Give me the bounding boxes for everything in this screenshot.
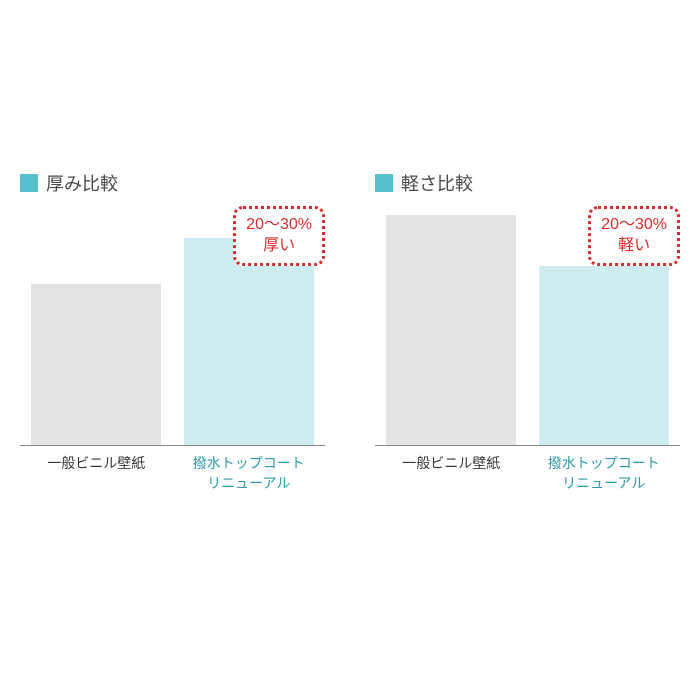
bar-slot-product: 20〜30% 軽い	[528, 216, 681, 445]
xaxis-label-product: 撥水トップコート リニューアル	[173, 454, 326, 493]
bar-product	[539, 266, 669, 445]
chart-lightness: 軽さ比較 20〜30% 軽い 一般ビニル壁紙 撥水トップコート リニューアル	[375, 170, 680, 493]
square-bullet-icon	[375, 174, 393, 192]
chart-title-row: 厚み比較	[20, 170, 325, 196]
xaxis-label-general: 一般ビニル壁紙	[20, 454, 173, 493]
chart-thickness: 厚み比較 20〜30% 厚い 一般ビニル壁紙 撥水トップコート リニューアル	[20, 170, 325, 493]
bar-slot-general	[375, 216, 528, 445]
xaxis: 一般ビニル壁紙 撥水トップコート リニューアル	[20, 454, 325, 493]
bar-product	[184, 238, 314, 445]
square-bullet-icon	[20, 174, 38, 192]
bar-slot-general	[20, 216, 173, 445]
xaxis-label-general: 一般ビニル壁紙	[375, 454, 528, 493]
chart-title-row: 軽さ比較	[375, 170, 680, 196]
chart-area: 20〜30% 軽い	[375, 216, 680, 446]
chart-area: 20〜30% 厚い	[20, 216, 325, 446]
xaxis-label-product: 撥水トップコート リニューアル	[528, 454, 681, 493]
xaxis: 一般ビニル壁紙 撥水トップコート リニューアル	[375, 454, 680, 493]
bar-general	[31, 284, 161, 445]
callout-badge: 20〜30% 厚い	[233, 206, 325, 266]
page: 厚み比較 20〜30% 厚い 一般ビニル壁紙 撥水トップコート リニューアル 軽…	[0, 0, 700, 493]
callout-badge: 20〜30% 軽い	[588, 206, 680, 266]
chart-title: 厚み比較	[46, 170, 118, 196]
bar-general	[386, 215, 516, 445]
chart-title: 軽さ比較	[401, 170, 473, 196]
bar-slot-product: 20〜30% 厚い	[173, 216, 326, 445]
